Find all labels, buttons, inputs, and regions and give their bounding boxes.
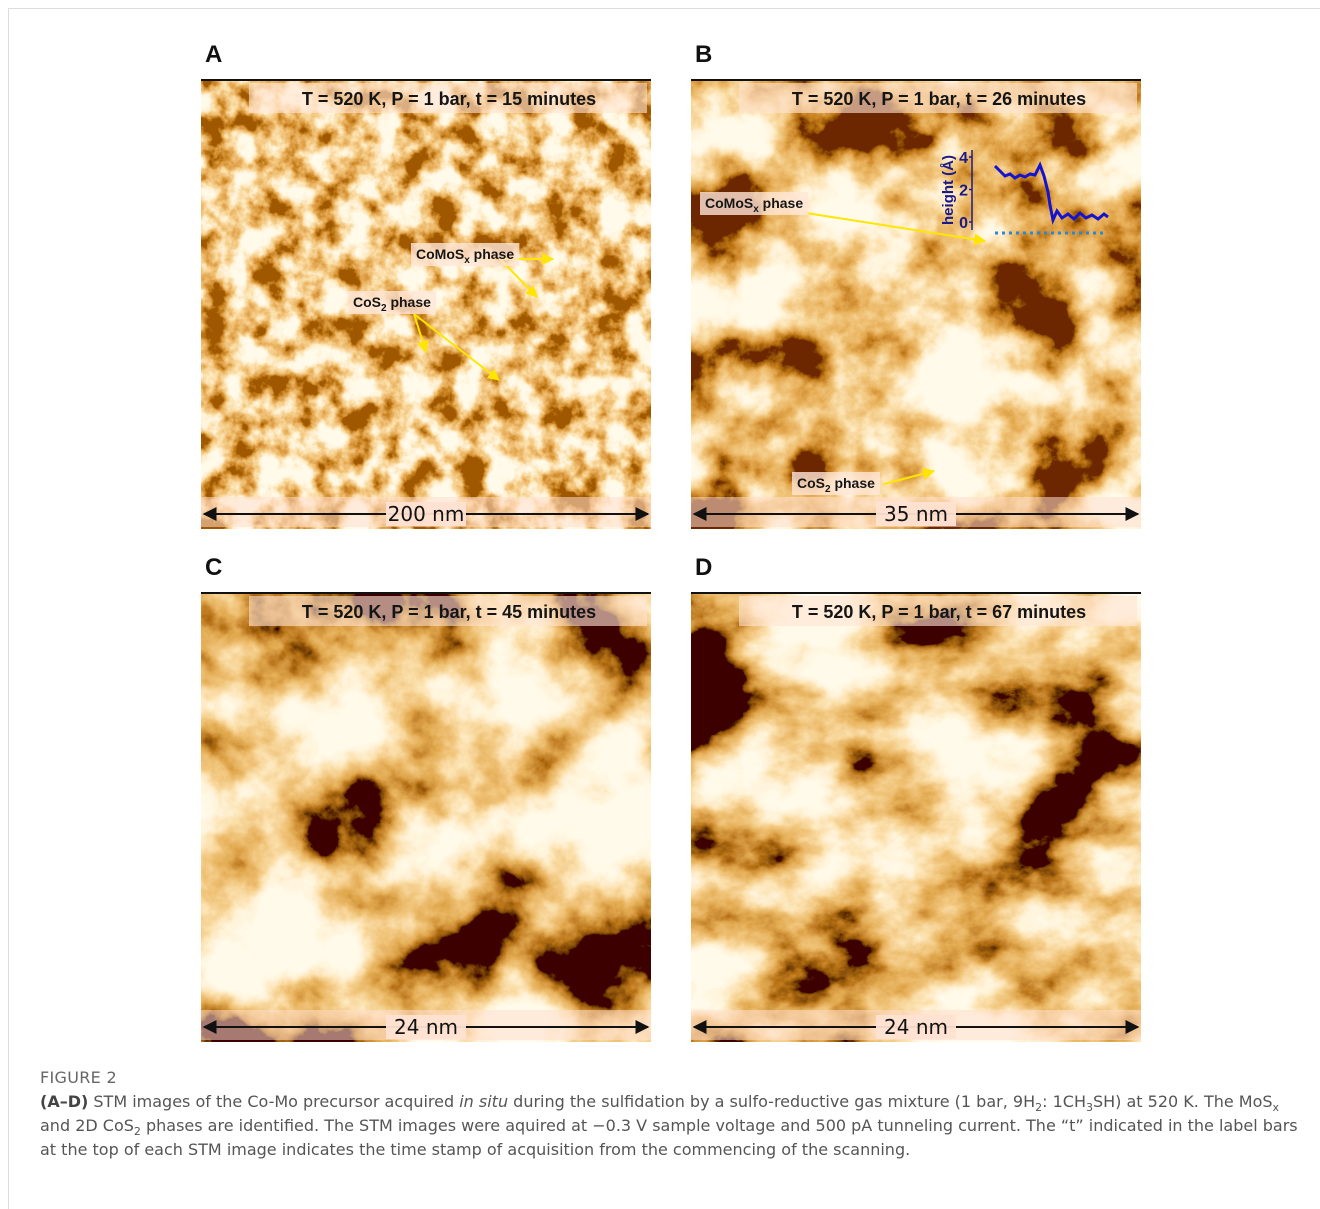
- scale-label: 35 nm: [884, 502, 948, 526]
- caption-run: phases are identified. The STM images we…: [40, 1116, 1298, 1159]
- phase-tail: phase: [831, 475, 876, 491]
- figure-label: FIGURE 2: [40, 1066, 1308, 1090]
- figure: A T = 520 K, P = 1 bar, t = 15 minutes 200…: [0, 0, 1320, 1060]
- condition-label: T = 520 K, P = 1 bar, t = 26 minutes: [792, 89, 1086, 109]
- height-tick-label: 0: [959, 215, 968, 232]
- height-axis-label: height (Å): [940, 155, 957, 225]
- caption-lead: (A–D): [40, 1092, 88, 1111]
- phase-main: CoS: [353, 294, 381, 310]
- phase-tail: phase: [387, 294, 432, 310]
- panel-letter: D: [695, 554, 712, 581]
- phase-main: CoMoS: [416, 246, 464, 262]
- condition-label: T = 520 K, P = 1 bar, t = 15 minutes: [302, 89, 596, 109]
- height-tick-label: 2: [959, 183, 968, 200]
- stm-image: [691, 79, 1141, 529]
- phase-main: CoMoS: [705, 195, 753, 211]
- caption-run: STM images of the Co-Mo precursor acquir…: [88, 1092, 459, 1111]
- scale-label: 24 nm: [394, 1015, 458, 1039]
- scale-label: 24 nm: [884, 1015, 948, 1039]
- caption-run: in situ: [459, 1092, 508, 1111]
- panel-letter: B: [695, 41, 712, 68]
- page: A T = 520 K, P = 1 bar, t = 15 minutes 200…: [0, 0, 1320, 1182]
- caption: FIGURE 2 (A–D) STM images of the Co-Mo p…: [40, 1066, 1308, 1162]
- panel-letter: A: [205, 41, 222, 68]
- caption-run: and 2D CoS: [40, 1116, 134, 1135]
- caption-sub: 3: [1086, 1101, 1093, 1114]
- condition-label: T = 520 K, P = 1 bar, t = 67 minutes: [792, 602, 1086, 622]
- caption-sub: x: [1273, 1101, 1280, 1114]
- stm-image: [201, 592, 651, 1042]
- panel-letter: C: [205, 554, 222, 581]
- phase-main: CoS: [797, 475, 825, 491]
- caption-run: during the sulfidation by a sulfo-reduct…: [508, 1092, 1035, 1111]
- phase-tail: phase: [759, 195, 804, 211]
- scale-label: 200 nm: [388, 502, 465, 526]
- condition-label: T = 520 K, P = 1 bar, t = 45 minutes: [302, 602, 596, 622]
- caption-sub: 2: [134, 1125, 141, 1138]
- stm-image: [691, 592, 1141, 1042]
- caption-run: : 1CH: [1042, 1092, 1086, 1111]
- phase-tail: phase: [470, 246, 515, 262]
- caption-run: SH) at 520 K. The MoS: [1093, 1092, 1273, 1111]
- caption-text: (A–D) STM images of the Co-Mo precursor …: [40, 1090, 1308, 1162]
- height-tick-label: 4: [959, 150, 968, 167]
